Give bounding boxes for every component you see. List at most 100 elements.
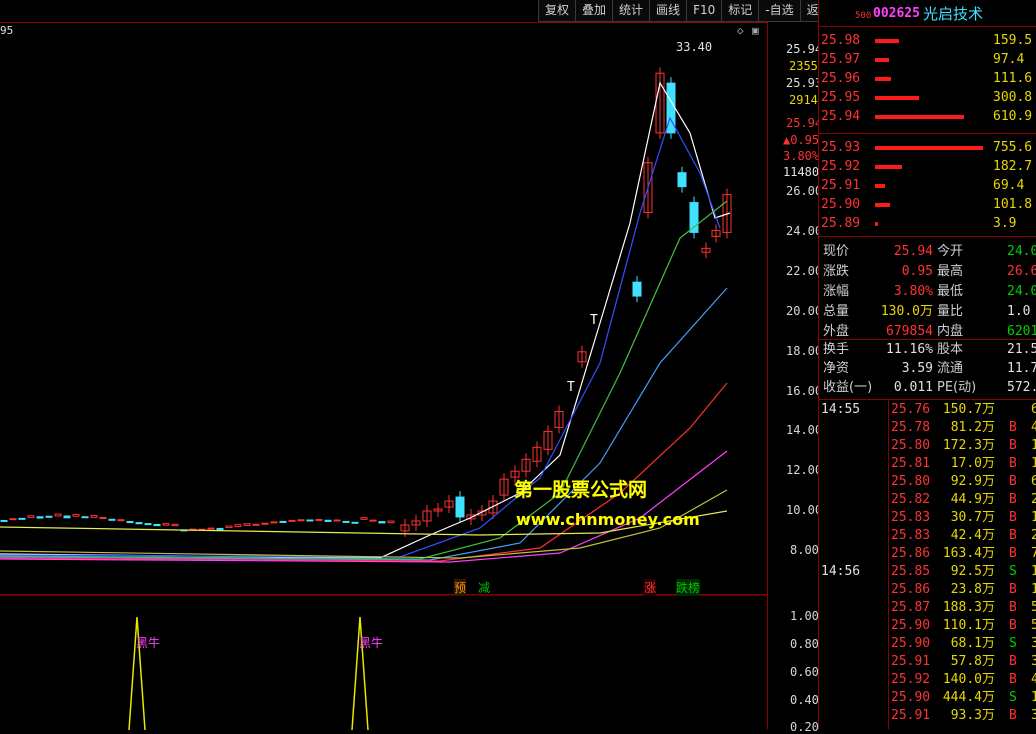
ask-row[interactable]: 25.95 300.8 <box>819 88 1036 108</box>
kline-chart-area[interactable] <box>0 22 768 730</box>
tick-price: 25.91 <box>891 653 930 671</box>
ask-volume: 97.4 <box>993 50 1024 70</box>
candle <box>633 282 641 296</box>
signal-label: 黑牛 <box>359 634 383 651</box>
quote-label: 涨跌 <box>823 262 849 282</box>
bid-price: 25.93 <box>821 138 860 158</box>
tick-volume: 23.8万 <box>951 581 995 599</box>
tick-row[interactable]: 25.90 110.1万 B 5 <box>819 617 1036 635</box>
quote-value: 0.95 <box>902 262 933 282</box>
tick-price: 25.85 <box>891 563 930 581</box>
toolbar-draw-line-button[interactable]: 画线 <box>649 0 686 22</box>
toolbar-restore-rights-button[interactable]: 复权 <box>538 0 575 22</box>
ask-row[interactable]: 25.97 97.4 <box>819 50 1036 70</box>
tick-price: 25.92 <box>891 671 930 689</box>
quote-label: 现价 <box>823 242 849 262</box>
tick-side: B <box>1009 707 1017 725</box>
tick-price: 25.91 <box>891 707 930 725</box>
candle <box>343 521 349 522</box>
tick-row[interactable]: 25.83 30.7万 B 1 <box>819 509 1036 527</box>
tick-side: S <box>1009 563 1017 581</box>
tick-row[interactable]: 25.82 44.9万 B 2 <box>819 491 1036 509</box>
bid-volume-bar <box>875 146 983 150</box>
bid-row[interactable]: 25.91 69.4 <box>819 176 1036 196</box>
bid-row[interactable]: 25.92 182.7 <box>819 157 1036 177</box>
badge-reduce[interactable]: 减 <box>478 579 490 596</box>
tick-row[interactable]: 25.87 188.3万 B 5 <box>819 599 1036 617</box>
tick-row[interactable]: 25.91 57.8万 B 3 <box>819 653 1036 671</box>
t-marker: T <box>567 380 575 395</box>
tick-row[interactable]: 25.86 23.8万 B 1 <box>819 581 1036 599</box>
ask-row[interactable]: 25.96 111.6 <box>819 69 1036 89</box>
y-axis-label: 14.00 <box>786 423 822 437</box>
tick-count: 5 <box>1031 617 1036 635</box>
quote-value: 24.0 <box>1007 282 1036 302</box>
tick-row[interactable]: 25.90 444.4万 S 10 <box>819 689 1036 707</box>
tick-volume: 172.3万 <box>943 437 995 455</box>
toolbar-mark-button[interactable]: 标记 <box>721 0 758 22</box>
tick-row[interactable]: 25.90 68.1万 S 3 <box>819 635 1036 653</box>
tick-row[interactable]: 25.83 42.4万 B 2 <box>819 527 1036 545</box>
kline-chart-canvas[interactable] <box>0 23 768 730</box>
axis-info-3: 25.93 <box>786 76 822 90</box>
sub-axis-label: 0.40 <box>790 693 819 707</box>
toolbar-statistics-button[interactable]: 统计 <box>612 0 649 22</box>
diamond-icon[interactable]: ◇ <box>737 24 744 37</box>
toolbar-overlay-button[interactable]: 叠加 <box>575 0 612 22</box>
y-axis-label: 20.00 <box>786 304 822 318</box>
y-axis-label: 22.00 <box>786 264 822 278</box>
tick-row[interactable]: 25.80 172.3万 B 10 <box>819 437 1036 455</box>
tick-row[interactable]: 25.85 92.5万 S 1 <box>819 563 1036 581</box>
candle <box>217 528 223 530</box>
tick-volume: 42.4万 <box>951 527 995 545</box>
moving-average-line <box>0 451 727 562</box>
bid-row[interactable]: 25.90 101.8 <box>819 195 1036 215</box>
bid-volume: 69.4 <box>993 176 1024 196</box>
candle <box>226 526 232 528</box>
fund-value: 11.7 <box>1007 359 1036 379</box>
tick-row[interactable]: 25.81 17.0万 B 1 <box>819 455 1036 473</box>
candle <box>73 514 79 516</box>
ask-volume-bar <box>875 96 919 100</box>
candle <box>1 520 7 521</box>
tick-side: B <box>1009 581 1017 599</box>
moving-average-line <box>0 201 727 559</box>
bid-row[interactable]: 25.89 3.9 <box>819 214 1036 234</box>
bid-volume-bar <box>875 165 902 169</box>
tick-volume: 110.1万 <box>943 617 995 635</box>
toolbar-f10-button[interactable]: F10 <box>686 0 721 22</box>
tick-row[interactable]: 25.80 92.9万 B 6 <box>819 473 1036 491</box>
tick-row[interactable]: 25.76 150.7万 6 <box>819 401 1036 419</box>
tick-row[interactable]: 25.92 140.0万 B 4 <box>819 671 1036 689</box>
badge-forecast[interactable]: 预 <box>454 579 466 596</box>
y-axis-label: 10.00 <box>786 503 822 517</box>
sub-axis-label: 0.60 <box>790 665 819 679</box>
tick-row[interactable]: 25.78 81.2万 B 4 <box>819 419 1036 437</box>
quote-label: 总量 <box>823 302 849 322</box>
tick-count: 10 <box>1031 437 1036 455</box>
ask-row[interactable]: 25.98 159.5 <box>819 31 1036 51</box>
square-icon[interactable]: ▣ <box>752 24 759 37</box>
tick-row[interactable]: 25.91 93.3万 B 3 <box>819 707 1036 725</box>
quote-panel: 500 002625 光启技术 25.98 159.5 25.97 97.4 2… <box>818 0 1036 729</box>
badge-rise[interactable]: 涨 <box>644 579 656 596</box>
candle <box>271 522 277 523</box>
quote-value: 130.0万 <box>881 302 933 322</box>
toolbar-watchlist-button[interactable]: -自选 <box>758 0 799 22</box>
candle <box>307 520 313 521</box>
candle <box>136 523 142 524</box>
bid-row[interactable]: 25.93 755.6 <box>819 138 1036 158</box>
quote-row: 现价 25.94 今开 24.0 <box>819 242 1036 262</box>
tick-side: B <box>1009 671 1017 689</box>
stock-name: 光启技术 <box>923 4 983 24</box>
candle <box>289 520 295 521</box>
candle <box>690 203 698 233</box>
badge-fall-list[interactable]: 跌榜 <box>676 579 700 596</box>
ask-row[interactable]: 25.94 610.9 <box>819 107 1036 127</box>
tick-row[interactable]: 25.86 163.4万 B 7 <box>819 545 1036 563</box>
axis-info-1: 25.94 <box>786 42 822 56</box>
candle <box>82 517 88 518</box>
candle <box>370 520 376 521</box>
tick-price: 25.86 <box>891 581 930 599</box>
quote-value: 26.6 <box>1007 262 1036 282</box>
